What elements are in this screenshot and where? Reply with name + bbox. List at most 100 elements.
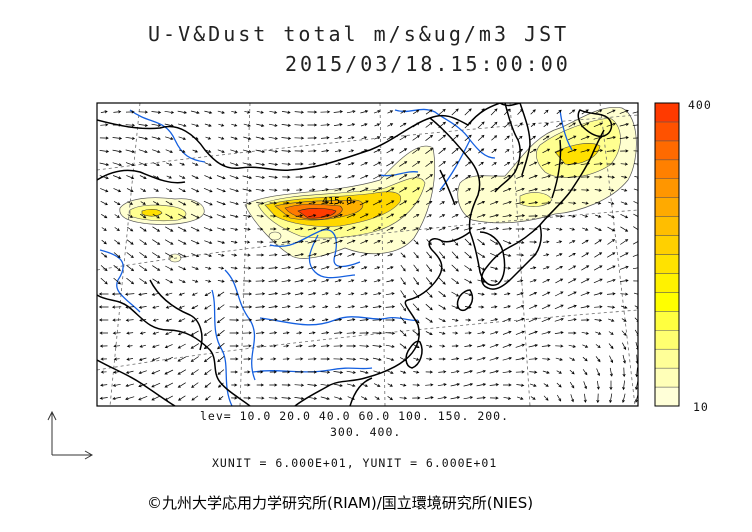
wind-arrow [530, 135, 536, 141]
wind-arrow [450, 382, 461, 387]
wind-arrow [203, 317, 212, 323]
wind-arrow [269, 370, 277, 374]
wind-arrow [582, 214, 589, 218]
wind-arrow [517, 279, 524, 283]
wind-arrow [139, 175, 147, 179]
wind-arrow [139, 252, 148, 259]
wind-arrow [192, 149, 199, 153]
wind-arrow [425, 303, 433, 311]
wind-arrow [491, 292, 498, 296]
wind-arrow [281, 279, 292, 283]
wind-arrow [373, 226, 382, 232]
wind-arrow [450, 395, 461, 400]
wind-arrow [633, 292, 638, 296]
wind-arrow [373, 149, 381, 153]
wind-arrow [542, 370, 550, 374]
wind-arrow [374, 123, 381, 127]
wind-arrow [99, 331, 108, 335]
wind-arrow [412, 147, 421, 154]
wind-arrow [138, 370, 147, 375]
wind-arrow [268, 292, 279, 296]
wind-arrow [619, 252, 629, 258]
wind-arrow [320, 396, 330, 401]
wind-arrow [139, 331, 146, 335]
wind-arrow [425, 317, 433, 323]
colorbar-swatch [654, 102, 680, 123]
wind-arrow [515, 187, 525, 192]
wind-arrow [308, 305, 316, 309]
wind-arrow [619, 136, 629, 140]
wind-arrow [541, 188, 552, 192]
wind-arrow [231, 253, 238, 257]
wind-arrow [282, 175, 291, 179]
wind-arrow [359, 200, 369, 206]
wind-arrow [620, 239, 629, 245]
wind-arrow [190, 356, 199, 362]
wind-arrow [321, 201, 330, 205]
wind-arrow [138, 357, 147, 361]
wind-arrow [242, 162, 253, 167]
wind-arrow [567, 161, 578, 166]
wind-arrow [204, 240, 213, 245]
wind-arrow [399, 200, 408, 206]
wind-arrow [555, 265, 563, 270]
wind-arrow [567, 148, 577, 153]
wind-arrow [477, 200, 486, 205]
wind-arrow [412, 174, 421, 180]
wind-arrow [242, 331, 252, 335]
wind-arrow [554, 304, 564, 310]
wind-arrow [516, 161, 524, 167]
wind-arrow [268, 396, 278, 400]
wind-arrow [465, 318, 472, 322]
wind-arrow [541, 344, 551, 348]
wind-arrow [528, 201, 539, 205]
wind-arrow [489, 343, 499, 348]
wind-arrow [580, 148, 590, 153]
wind-arrow [269, 253, 278, 257]
wind-arrow [151, 123, 162, 127]
wind-arrow [529, 240, 538, 244]
wind-arrow [619, 109, 629, 114]
wind-arrow [283, 214, 290, 218]
wind-arrow [400, 370, 407, 374]
wind-arrow [255, 292, 266, 296]
wind-arrow [450, 370, 460, 374]
wind-arrow [580, 278, 590, 284]
wind-arrow [229, 162, 239, 167]
wind-arrow [230, 357, 239, 361]
wind-arrow [244, 383, 251, 387]
wind-arrow [593, 135, 604, 140]
wind-arrow [335, 305, 342, 309]
wind-arrow [217, 162, 226, 167]
wind-arrow [387, 396, 394, 401]
wind-arrow [504, 135, 510, 141]
wind-arrow [619, 265, 629, 270]
wind-arrow [360, 383, 369, 388]
wind-arrow [320, 123, 331, 127]
wind-arrow [334, 318, 343, 322]
wind-arrow [177, 395, 186, 401]
wind-arrow [400, 252, 406, 258]
wind-arrow [491, 305, 498, 309]
wind-arrow [165, 318, 172, 322]
wind-arrow [152, 265, 161, 271]
wind-arrow [451, 357, 460, 361]
wind-arrow [243, 344, 252, 348]
colorbar-swatch [654, 254, 680, 274]
wind-arrow [179, 175, 186, 179]
wind-arrow [477, 108, 485, 116]
wind-arrow [243, 227, 251, 231]
wind-arrow [529, 383, 537, 387]
wind-arrow [294, 278, 305, 283]
wind-arrow [361, 149, 368, 153]
wind-arrow [555, 253, 563, 257]
wind-arrow [217, 369, 225, 375]
wind-arrow [568, 344, 577, 348]
wind-arrow [554, 188, 565, 192]
wind-arrow [609, 380, 613, 391]
wind-arrow [296, 201, 303, 205]
wind-arrow [270, 214, 277, 218]
wind-arrow [633, 188, 638, 192]
wind-arrow [542, 227, 551, 231]
wind-arrow [439, 331, 446, 335]
